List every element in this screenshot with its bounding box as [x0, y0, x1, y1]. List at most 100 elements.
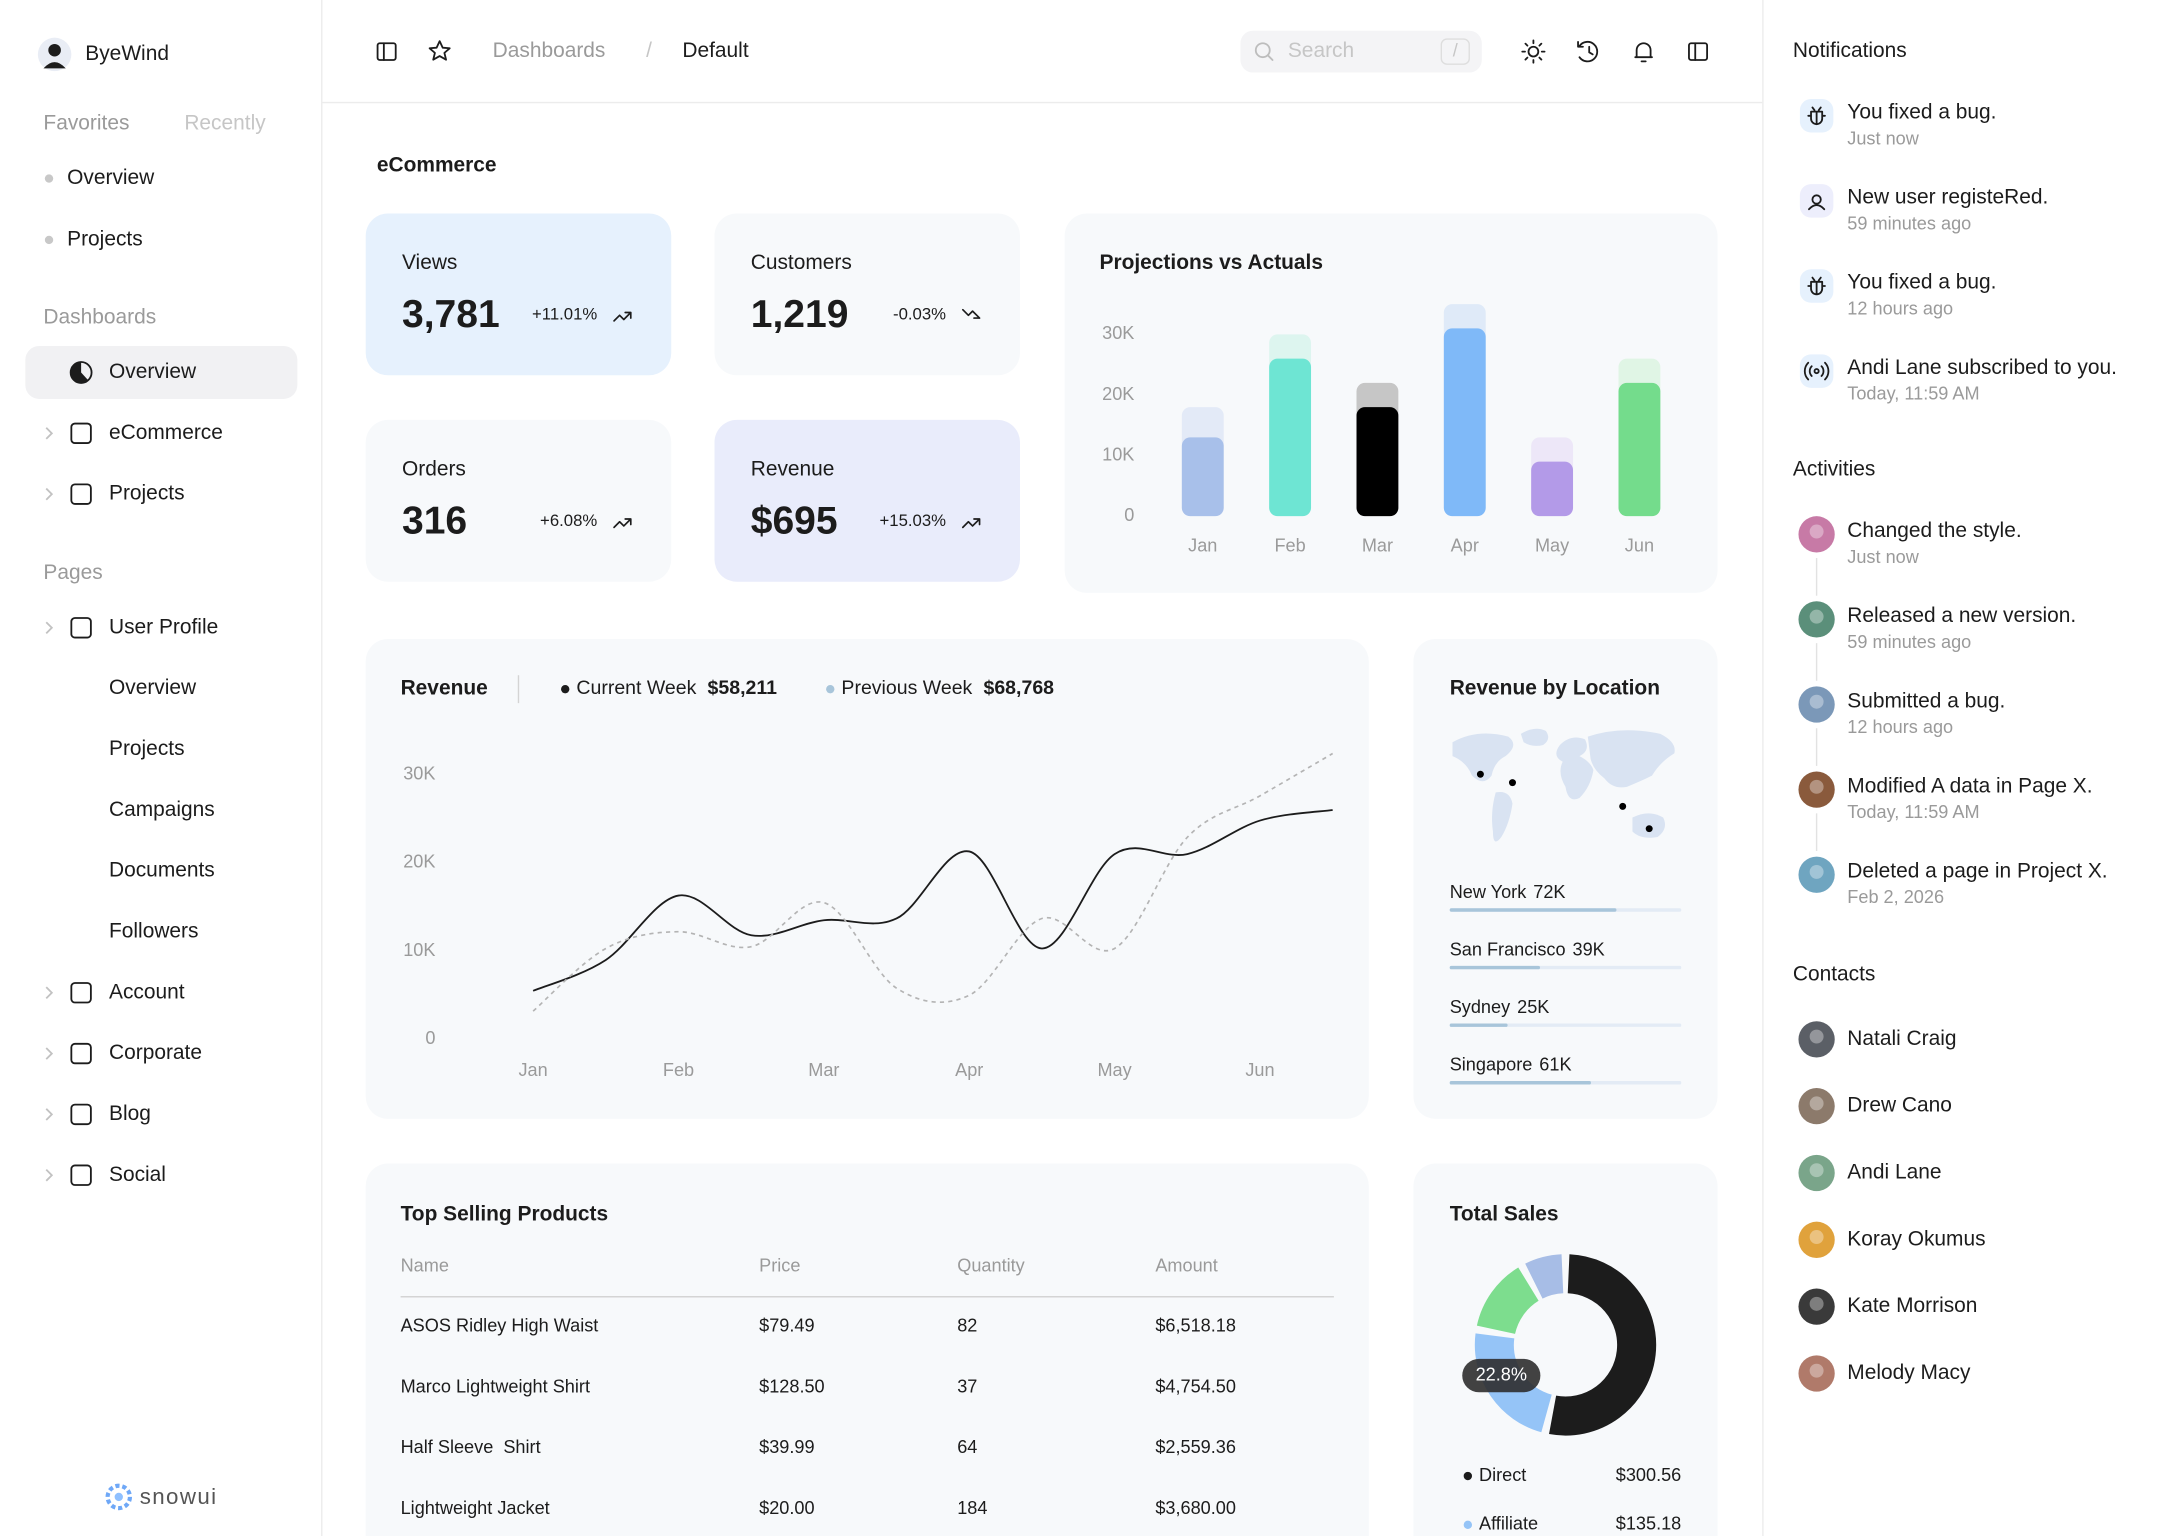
activity-avatar	[1798, 856, 1835, 893]
map-dot	[1619, 802, 1627, 810]
contact-name[interactable]: Drew Cano	[1847, 1094, 1952, 1117]
y-tick-label: 20K	[1102, 384, 1134, 404]
nav-item[interactable]: Blog	[109, 1102, 151, 1125]
breadcrumb: Default	[682, 39, 748, 62]
trend-icon	[613, 311, 632, 322]
shortcut-key	[1440, 38, 1470, 65]
contact-avatar[interactable]	[1798, 1221, 1835, 1258]
avatar-face	[1809, 1096, 1824, 1111]
continent	[1587, 730, 1675, 788]
stat-change: +15.03%	[880, 511, 947, 530]
contact-name[interactable]: Melody Macy	[1847, 1361, 1971, 1384]
y-tick-label: 10K	[1102, 444, 1134, 464]
table-cell: $128.50	[759, 1376, 825, 1396]
chevron	[45, 427, 54, 440]
chevron	[45, 1108, 54, 1121]
sidebar-toggle[interactable]	[376, 42, 397, 61]
location-value: 72K	[1533, 882, 1565, 902]
x-tick-label: Jan	[519, 1060, 548, 1080]
nav-item[interactable]: User Profile	[109, 615, 218, 638]
icon	[1521, 39, 1546, 64]
breadcrumb[interactable]: Dashboards	[493, 39, 606, 62]
contact-name[interactable]: Koray Okumus	[1847, 1227, 1985, 1250]
theme-icon[interactable]	[1521, 39, 1546, 64]
table-cell: Marco Lightweight Shirt	[401, 1376, 590, 1396]
icon	[376, 42, 397, 61]
chevron	[45, 986, 54, 999]
contact-avatar[interactable]	[1798, 1021, 1835, 1058]
table-cell: $39.99	[759, 1437, 814, 1457]
nav-item[interactable]: Account	[109, 980, 185, 1003]
stat-value: 316	[402, 499, 467, 542]
search-box[interactable]: Search /	[1240, 30, 1482, 73]
x-tick-label: Apr	[955, 1060, 983, 1080]
nav-item[interactable]: Projects	[109, 482, 185, 505]
shortcut-text: /	[1453, 40, 1459, 60]
callout-pill	[1462, 1358, 1541, 1393]
chart-title: Total Sales	[1450, 1203, 1559, 1226]
notification-icon-bg	[1799, 184, 1834, 218]
column-header: Price	[759, 1256, 800, 1276]
panel-title: Activities	[1793, 458, 1875, 481]
y-tick-label: 10K	[403, 940, 435, 960]
table-cell: $20.00	[759, 1498, 814, 1518]
panel-toggle[interactable]	[1688, 42, 1709, 61]
contact-avatar[interactable]	[1798, 1288, 1835, 1325]
stat-change: -0.03%	[893, 305, 946, 324]
actual-bar	[1269, 358, 1312, 517]
avatar-body	[43, 62, 66, 69]
continent	[1452, 733, 1514, 782]
section-title: Pages	[43, 561, 102, 584]
star-icon[interactable]	[428, 40, 451, 61]
contact-name[interactable]: Kate Morrison	[1847, 1294, 1977, 1317]
icon	[1634, 42, 1653, 63]
nav-item[interactable]: Overview	[67, 166, 155, 189]
location-label: Singapore 61K	[1450, 1055, 1572, 1075]
nav-item[interactable]: Overview	[109, 360, 197, 383]
table-cell: $6,518.18	[1155, 1316, 1236, 1336]
nav-icon	[70, 362, 89, 383]
legend-name: Direct	[1479, 1465, 1526, 1485]
nav-subitem[interactable]: Campaigns	[109, 798, 215, 821]
contact-avatar[interactable]	[1798, 1088, 1835, 1125]
nav-subitem[interactable]: Overview	[109, 676, 197, 699]
activity-time: Just now	[1847, 547, 1919, 567]
nav-item[interactable]: Social	[109, 1163, 166, 1186]
nav-item[interactable]: Projects	[67, 227, 143, 250]
card	[1413, 638, 1718, 1119]
nav-item[interactable]: Corporate	[109, 1041, 202, 1064]
contact-avatar[interactable]	[1798, 1355, 1835, 1392]
nav-subitem[interactable]: Documents	[109, 859, 215, 882]
nav-subitem[interactable]: Projects	[109, 737, 185, 760]
location-bar	[1449, 1023, 1508, 1027]
search-field[interactable]	[1240, 30, 1482, 73]
contact-avatar[interactable]	[1798, 1154, 1835, 1192]
tab[interactable]: Recently	[184, 112, 266, 135]
nav-item[interactable]: eCommerce	[109, 421, 223, 444]
bell-icon[interactable]	[1634, 42, 1653, 63]
contact-name[interactable]: Natali Craig	[1847, 1027, 1956, 1050]
table-cell: $79.49	[759, 1316, 814, 1336]
contact-name[interactable]: Andi Lane	[1847, 1161, 1941, 1184]
x-tick-label: Mar	[808, 1060, 839, 1080]
notification-icon	[1808, 194, 1826, 211]
map-dot	[1508, 779, 1516, 787]
x-tick-label: May	[1097, 1060, 1132, 1080]
search-icon	[1254, 42, 1271, 59]
legend-entry: Previous Week $68,768	[841, 677, 1054, 699]
table-cell: Lightweight Jacket	[401, 1498, 550, 1518]
avatar-face	[1809, 524, 1824, 539]
location-value: 25K	[1517, 997, 1549, 1017]
actual-bar	[1181, 437, 1224, 517]
activity-avatar	[1798, 771, 1835, 808]
table-cell: $4,754.50	[1155, 1376, 1236, 1396]
nav-subitem[interactable]: Followers	[109, 919, 198, 942]
location-label: Sydney 25K	[1450, 997, 1550, 1017]
nav-icon	[70, 1042, 92, 1065]
tab[interactable]: Favorites	[43, 112, 129, 135]
y-tick-label: 30K	[403, 763, 435, 783]
notification-icon	[1807, 276, 1826, 296]
bullet	[44, 235, 54, 245]
history-icon[interactable]	[1577, 40, 1599, 63]
